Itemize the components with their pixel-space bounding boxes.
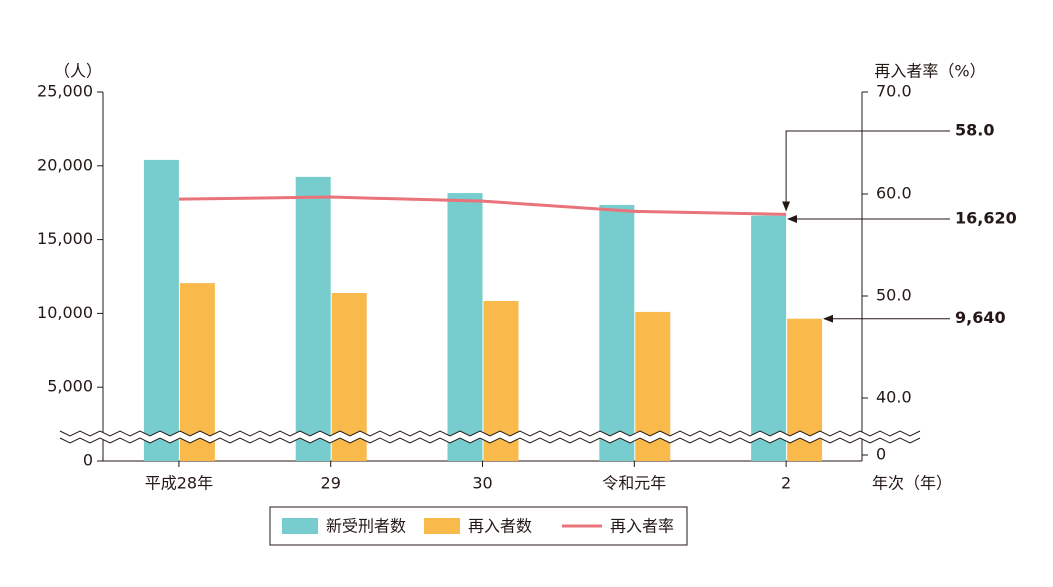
y-tick-label: 15,000	[37, 229, 93, 248]
bar	[179, 283, 215, 461]
y-tick-label: 10,000	[37, 303, 93, 322]
x-tick-label: 2	[781, 474, 791, 493]
y2-tick-label: 0	[876, 445, 886, 464]
y2-axis-label: 再入者率（%）	[874, 62, 985, 81]
legend-label: 再入者率	[610, 517, 674, 536]
x-tick-label: 令和元年	[602, 474, 666, 493]
legend-label: 新受刑者数	[326, 517, 406, 536]
y-tick-label: 0	[83, 451, 93, 470]
line	[178, 195, 787, 216]
bar	[751, 215, 787, 461]
legend-swatch	[424, 518, 460, 534]
legend-swatch	[282, 518, 318, 534]
legend-box	[269, 506, 688, 546]
value-label: 9,640	[955, 308, 1006, 327]
y-tick-label: 5,000	[47, 377, 93, 396]
axis-break-line	[59, 430, 921, 437]
axis-break-line	[59, 437, 921, 444]
value-label: 16,620	[955, 209, 1017, 228]
bar	[295, 176, 331, 461]
y-tick-label: 25,000	[37, 82, 93, 101]
bar	[447, 193, 483, 461]
y-axis-label: （人）	[54, 62, 102, 81]
x-tick-label: 30	[472, 474, 492, 493]
y2-tick-label: 50.0	[876, 286, 912, 305]
bar	[143, 159, 179, 461]
y2-tick-label: 40.0	[876, 388, 912, 407]
bar	[599, 204, 635, 461]
x-axis-label: 年次（年）	[872, 474, 952, 493]
x-tick-label: 平成28年	[145, 474, 213, 493]
legend-label: 再入者数	[468, 517, 532, 536]
y2-tick-label: 70.0	[876, 82, 912, 101]
annotation-arrow	[782, 130, 950, 212]
y-tick-label: 20,000	[37, 155, 93, 174]
x-tick-label: 29	[321, 474, 341, 493]
value-label: 58.0	[955, 121, 994, 140]
y2-tick-label: 60.0	[876, 184, 912, 203]
